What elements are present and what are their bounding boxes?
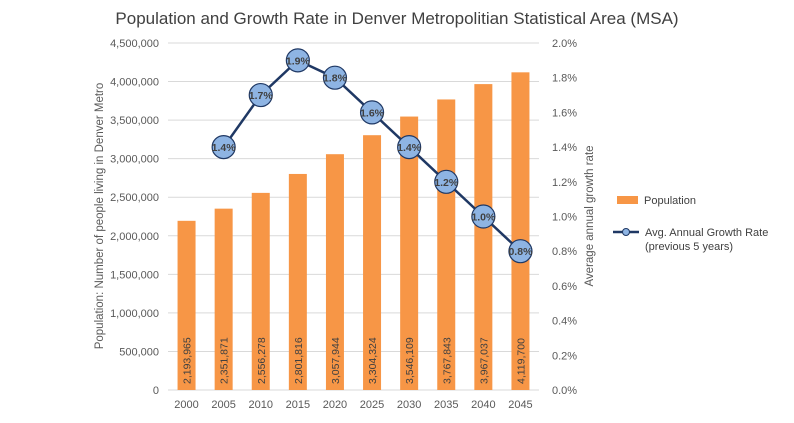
population-data-label: 2,801,816: [293, 337, 305, 384]
population-bar: [214, 208, 233, 390]
population-data-label: 3,767,843: [441, 337, 453, 384]
x-axis-ticks: 2000 2005 2010 2015 2020 2025 2030 2035 2040 2045: [174, 399, 532, 411]
left-axis-title: Population: Number of people living in D…: [94, 83, 106, 350]
growth-rate-data-label: 1.6%: [360, 107, 385, 119]
growth-rate-marker: [397, 135, 422, 160]
growth-rate-marker: [508, 239, 533, 264]
left-axis-tick-label: 4,000,000: [110, 77, 159, 89]
population-bar: [251, 192, 270, 390]
x-axis-tick-label: 2020: [323, 399, 347, 411]
population-data-label: 2,193,965: [182, 337, 194, 384]
left-axis-tick-label: 4,500,000: [110, 38, 159, 50]
population-data-label: 2,556,278: [256, 337, 268, 384]
population-data-label: 3,304,324: [367, 337, 379, 384]
left-axis-tick-label: 3,500,000: [110, 115, 159, 127]
x-axis-tick-label: 2010: [249, 399, 273, 411]
population-bar: [400, 116, 419, 390]
left-axis-tick-label: 1,000,000: [110, 308, 159, 320]
legend: Population Avg. Annual Growth Rate (prev…: [613, 195, 768, 253]
population-bar: [288, 173, 307, 390]
right-axis-tick-label: 1.6%: [552, 107, 577, 119]
right-axis-tick-label: 0.6%: [552, 281, 577, 293]
population-data-label: 4,119,700: [515, 338, 527, 384]
left-axis-tick-label: 1,500,000: [110, 269, 159, 281]
right-axis-tick-label: 2.0%: [552, 38, 577, 50]
population-data-label: 3,546,109: [404, 337, 416, 384]
growth-rate-marker: [359, 100, 385, 125]
x-axis-tick-label: 2005: [211, 399, 235, 411]
right-axis-ticks: 0.0% 0.2% 0.4% 0.6% 0.8% 1.0% 1.2% 1.4% 1.6% 1.8%…: [552, 38, 577, 397]
right-axis-tick-label: 0.2%: [552, 350, 577, 362]
right-axis-tick-label: 1.8%: [552, 73, 577, 85]
right-axis-tick-label: 0.0%: [552, 385, 577, 397]
growth-rate-marker: [211, 135, 236, 160]
growth-rate-data-label: 1.4%: [397, 142, 422, 154]
x-axis-tick-label: 2040: [471, 399, 495, 411]
population-bar: [363, 135, 382, 390]
growth-rate-marker: [471, 204, 496, 229]
growth-rate-marker: [285, 48, 310, 73]
x-axis-tick-label: 2025: [360, 399, 384, 411]
population-data-label: 3,967,037: [478, 337, 490, 384]
chart-title: Population and Growth Rate in Denver Met…: [115, 9, 679, 28]
x-axis-tick-label: 2035: [434, 399, 458, 411]
axis-titles: Population: Number of people living in D…: [94, 83, 596, 350]
x-axis-tick-label: 2030: [397, 399, 421, 411]
right-axis-tick-label: 1.2%: [552, 177, 577, 189]
right-axis-title: Average annual growth rate: [584, 145, 596, 286]
legend-swatch-growth-marker: [622, 228, 630, 236]
growth-rate-marker: [434, 169, 459, 194]
growth-rate-marker: [248, 82, 273, 108]
population-data-labels: 2,193,965 2,351,871 2,556,278 2,801,816 3,05…: [182, 337, 528, 384]
growth-rate-marker: [322, 65, 348, 90]
growth-rate-data-label: 1.2%: [434, 177, 459, 189]
left-axis-ticks: 0 500,000 1,000,000 1,500,000 2,000,000 2,500…: [110, 38, 159, 397]
growth-rate-data-label: 1.7%: [249, 90, 274, 102]
population-data-label: 3,057,944: [330, 337, 342, 384]
left-axis-tick-label: 500,000: [119, 346, 159, 358]
right-axis-tick-label: 1.0%: [552, 212, 577, 224]
left-axis-tick-label: 3,000,000: [110, 154, 159, 166]
population-bar: [177, 220, 196, 390]
right-axis-tick-label: 1.4%: [552, 142, 577, 154]
population-bar: [325, 154, 344, 390]
growth-rate-data-label: 1.0%: [471, 212, 496, 224]
population-bars: [177, 72, 530, 391]
legend-label-growth: Avg. Annual Growth Rate: [645, 227, 768, 239]
x-axis-tick-label: 2000: [174, 399, 198, 411]
left-axis-tick-label: 0: [153, 385, 159, 397]
growth-rate-data-label: 1.8%: [323, 73, 348, 85]
x-axis-tick-label: 2015: [286, 399, 310, 411]
legend-label-population: Population: [644, 195, 696, 207]
x-axis-tick-label: 2045: [508, 399, 532, 411]
population-bar: [511, 72, 530, 391]
growth-rate-data-label: 0.8%: [508, 246, 533, 258]
right-axis-tick-label: 0.4%: [552, 316, 577, 328]
left-axis-tick-label: 2,000,000: [110, 231, 159, 243]
growth-rate-data-label: 1.9%: [286, 55, 311, 67]
growth-rate-data-label: 1.4%: [212, 142, 237, 154]
growth-rate-line: 1.4% 1.7% 1.9% 1.8% 1.6% 1.4% 1.2% 1.0% 0.8%: [211, 48, 533, 264]
left-axis-tick-label: 2,500,000: [110, 192, 159, 204]
right-axis-tick-label: 0.8%: [552, 246, 577, 258]
legend-swatch-population: [617, 196, 638, 204]
population-data-label: 2,351,871: [219, 337, 231, 384]
population-bar: [474, 84, 493, 391]
legend-label-growth-line2: (previous 5 years): [645, 241, 733, 253]
